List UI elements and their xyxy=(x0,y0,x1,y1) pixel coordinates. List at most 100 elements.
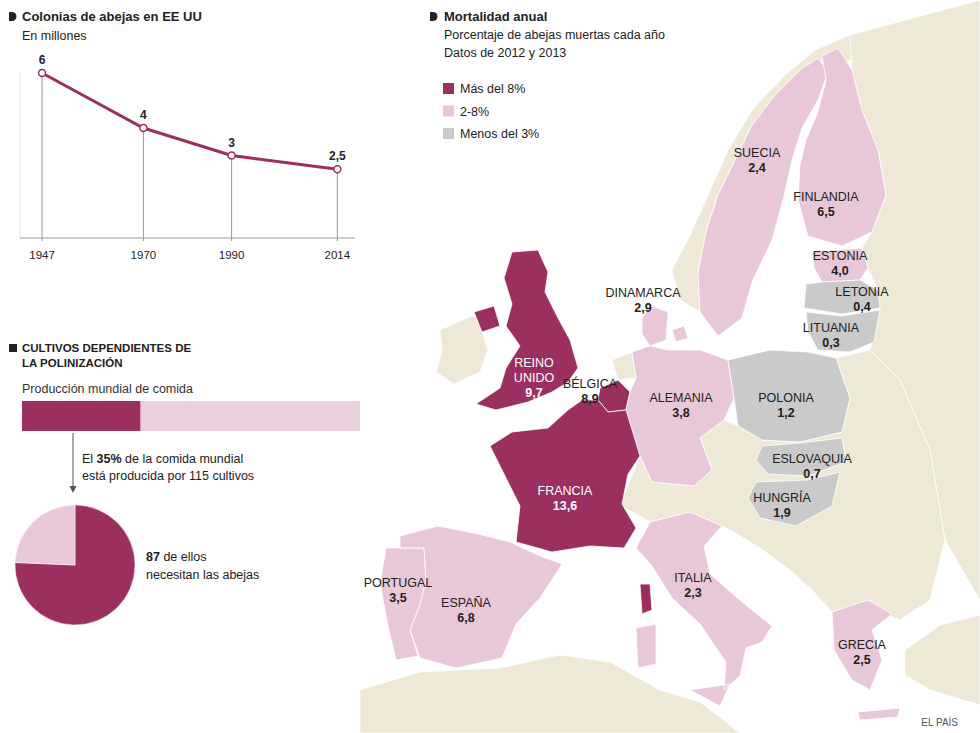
map: SUECIA2,4 FINLANDIA6,5 ESTONIA4,0 LETONIA0,… xyxy=(360,0,980,733)
plot-area xyxy=(39,70,341,239)
text-line: LETONIA xyxy=(835,285,889,299)
text-line: CULTIVOS DEPENDIENTES DE xyxy=(22,342,191,354)
text-line: ALEMANIA xyxy=(649,391,713,405)
text-line: DINAMARCA xyxy=(605,286,681,300)
line-series xyxy=(42,73,337,169)
pie-slice xyxy=(15,505,75,565)
data-label: 8,9 xyxy=(581,392,598,406)
text-line: SUECIA xyxy=(734,146,781,160)
country-name: DINAMARCA xyxy=(605,286,681,300)
country-name: BÉLGICA xyxy=(563,376,618,391)
text-line: REINO xyxy=(514,356,554,370)
country xyxy=(728,350,850,442)
x-tick-label: 1970 xyxy=(131,249,157,261)
text-run: de la comida mundial xyxy=(122,452,244,466)
annotation: necesitan las abejas xyxy=(146,568,259,582)
data-label: 9,7 xyxy=(525,386,542,400)
data-label: 2,4 xyxy=(748,161,765,175)
country-name: HUNGRÍA xyxy=(753,490,811,505)
annotation: 87 de ellos xyxy=(146,550,206,564)
arrow-head xyxy=(70,486,77,493)
data-label: 1,9 xyxy=(773,506,790,520)
bar-track xyxy=(22,401,360,431)
data-label: 2,3 xyxy=(684,586,701,600)
title-bullet xyxy=(430,12,437,21)
x-tick-label: 2014 xyxy=(325,249,351,261)
text-bold: 87 xyxy=(146,550,160,564)
text-line: PORTUGAL xyxy=(364,576,433,590)
legend: Más del 8%2-8%Menos del 3% xyxy=(443,82,539,141)
text-line: UNIDO xyxy=(514,371,555,385)
data-label: 6 xyxy=(39,53,46,67)
country xyxy=(832,600,900,720)
chart-title: CULTIVOS DEPENDIENTES DE LA POLINIZACIÓN xyxy=(22,342,191,369)
country xyxy=(636,512,772,706)
line-marker xyxy=(39,70,46,77)
x-tick xyxy=(143,238,144,241)
country-name: REINOUNIDO xyxy=(514,356,555,385)
line-chart: Colonias de abejas en EE UUEn millones19… xyxy=(9,9,355,261)
data-label: 6,5 xyxy=(817,205,834,219)
text-line: FINLANDIA xyxy=(793,190,859,204)
text-line: ESLOVAQUIA xyxy=(772,452,852,466)
country xyxy=(748,472,840,526)
country-name: LETONIA xyxy=(835,285,889,299)
country xyxy=(812,248,868,282)
country-name: ITALIA xyxy=(674,571,712,585)
data-label: 2,9 xyxy=(634,301,651,315)
x-tick-label: 1990 xyxy=(219,249,245,261)
annotation: está producida por 115 cultivos xyxy=(82,469,254,483)
x-axis xyxy=(20,238,355,239)
land xyxy=(905,615,980,705)
plot-area xyxy=(22,401,140,431)
text-line: BÉLGICA xyxy=(563,376,618,391)
source: EL PAÍS xyxy=(921,716,958,728)
country-name: LITUANIA xyxy=(803,321,860,335)
data-label: 0,4 xyxy=(853,300,870,314)
country-name: FRANCIA xyxy=(538,484,594,498)
bar-chart: CULTIVOS DEPENDIENTES DELA POLINIZACIÓNP… xyxy=(9,342,360,493)
legend-label: Menos del 3% xyxy=(460,127,539,141)
data-label: 6,8 xyxy=(457,611,474,625)
title-bullet xyxy=(9,12,16,21)
data-label: 3 xyxy=(228,136,235,150)
data-label: 1,2 xyxy=(777,406,794,420)
country-name: ESTONIA xyxy=(813,249,868,263)
country-name: ALEMANIA xyxy=(649,391,713,405)
x-tick xyxy=(231,238,232,241)
chart-title: Mortalidad anual xyxy=(444,9,547,24)
country-name: ESPAÑA xyxy=(441,596,491,610)
country-name: GRECIA xyxy=(838,638,887,652)
x-tick xyxy=(337,238,338,241)
drop-line xyxy=(337,169,338,238)
country xyxy=(798,48,886,246)
text-line: LA POLINIZACIÓN xyxy=(22,357,123,369)
y-axis xyxy=(20,73,21,238)
country-name: SUECIA xyxy=(734,146,781,160)
annotation: El 35% de la comida mundial xyxy=(82,452,243,466)
text-run: El xyxy=(82,452,97,466)
data-label: 2,5 xyxy=(853,653,870,667)
title-bullet xyxy=(9,344,17,352)
legend-swatch xyxy=(443,128,454,139)
country xyxy=(400,526,562,668)
text-line: HUNGRÍA xyxy=(753,490,811,505)
country-name: POLONIA xyxy=(758,391,814,405)
data-label: 2,5 xyxy=(329,149,346,163)
country-name: PORTUGAL xyxy=(364,576,433,590)
text-line: FRANCIA xyxy=(538,484,594,498)
data-label: 4,0 xyxy=(831,264,848,278)
data-label: 3,8 xyxy=(672,406,689,420)
legend-swatch xyxy=(443,106,454,117)
line-marker xyxy=(140,125,147,132)
chart-subtitle: Porcentaje de abejas muertas cada año xyxy=(444,28,665,42)
country xyxy=(626,346,734,486)
chart-note: Datos de 2012 y 2013 xyxy=(444,46,566,60)
arrow-line xyxy=(73,433,74,488)
legend-label: Más del 8% xyxy=(460,82,525,96)
data-label: 13,6 xyxy=(553,499,577,513)
text-line: ITALIA xyxy=(674,571,712,585)
x-tick-label: 1947 xyxy=(29,249,55,261)
chart-subtitle: En millones xyxy=(22,29,87,43)
text-line: POLONIA xyxy=(758,391,814,405)
